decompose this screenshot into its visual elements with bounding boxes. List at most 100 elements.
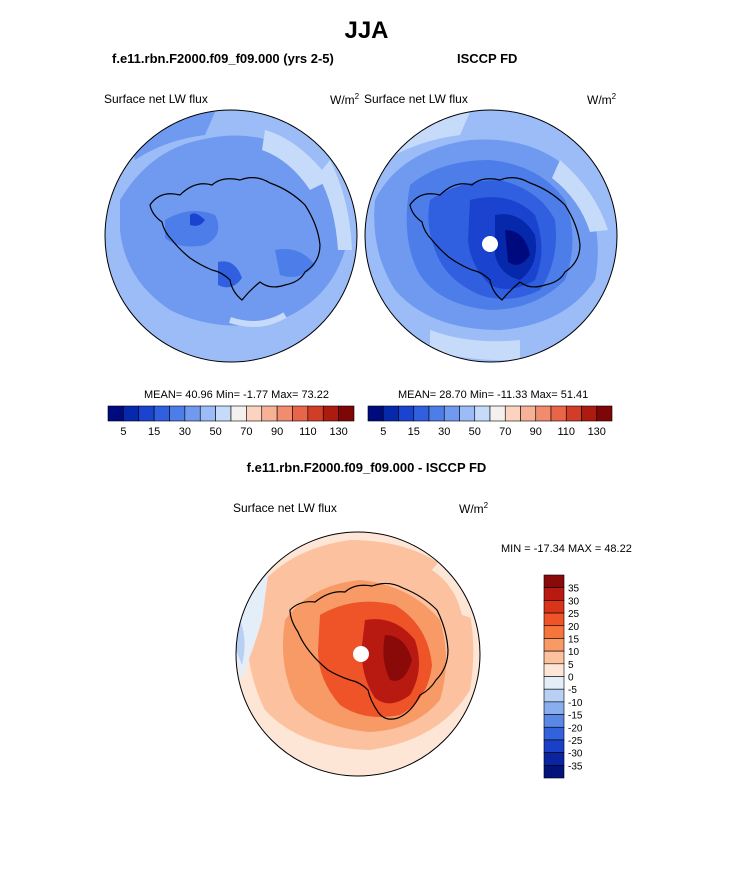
obs-map-border bbox=[364, 109, 618, 363]
model-colorbar-swatch bbox=[338, 405, 355, 422]
obs-colorbar-tick-label: 15 bbox=[408, 426, 420, 438]
diff-colorbar-swatch bbox=[543, 714, 565, 728]
diff-pole-mask bbox=[353, 646, 369, 662]
diff-colorbar-tick-label: 15 bbox=[568, 634, 580, 645]
obs-colorbar-swatch bbox=[535, 405, 552, 422]
model-colorbar-tick-label: 15 bbox=[148, 426, 160, 438]
diff-panel-title: f.e11.rbn.F2000.f09_f09.000 - ISCCP FD bbox=[246, 460, 487, 475]
obs-variable-label: Surface net LW flux bbox=[364, 92, 468, 106]
diff-colorbar-tick-label: -5 bbox=[568, 685, 577, 696]
obs-colorbar-swatch bbox=[382, 405, 399, 422]
obs-colorbar-tick-label: 130 bbox=[588, 426, 606, 438]
obs-colorbar-swatch bbox=[520, 405, 537, 422]
model-coastline bbox=[149, 177, 321, 301]
obs-colorbar-swatch bbox=[367, 405, 384, 422]
diff-colorbar-tick-label: -35 bbox=[568, 761, 583, 772]
diff-colorbar-tick-label: -20 bbox=[568, 723, 583, 734]
obs-colorbar-swatch bbox=[443, 405, 460, 422]
diff-colorbar-tick-label: 0 bbox=[568, 673, 574, 684]
diff-coastline bbox=[289, 582, 449, 720]
diff-colorbar-swatch bbox=[543, 752, 565, 766]
model-colorbar-swatch bbox=[246, 405, 263, 422]
model-colorbar-swatch bbox=[107, 405, 124, 422]
obs-colorbar-tick-label: 30 bbox=[438, 426, 450, 438]
obs-colorbar-swatch bbox=[413, 405, 430, 422]
obs-colorbar-swatch bbox=[565, 405, 582, 422]
obs-map bbox=[365, 110, 617, 362]
diff-variable-label: Surface net LW flux bbox=[233, 501, 337, 515]
diff-stats: MIN = -17.34 MAX = 48.22 bbox=[501, 543, 632, 555]
model-colorbar-tick-label: 5 bbox=[120, 426, 126, 438]
obs-colorbar-swatch bbox=[474, 405, 491, 422]
model-map-border bbox=[104, 109, 358, 363]
model-colorbar-tick-label: 50 bbox=[210, 426, 222, 438]
diff-colorbar-tick-label: -15 bbox=[568, 711, 583, 722]
obs-colorbar-tick-label: 50 bbox=[469, 426, 481, 438]
diff-colorbar-swatch bbox=[543, 739, 565, 753]
model-colorbar-swatch bbox=[123, 405, 140, 422]
obs-colorbar: 5 15 30 50 70 90 110 130 bbox=[367, 405, 613, 438]
diff-colorbar-tick-label: -30 bbox=[568, 749, 583, 760]
model-colorbar-swatch bbox=[153, 405, 170, 422]
diff-colorbar-swatch bbox=[543, 726, 565, 741]
main-title: JJA bbox=[344, 17, 389, 44]
diff-colorbar-swatch bbox=[543, 612, 565, 627]
obs-panel-title: ISCCP FD bbox=[457, 51, 518, 66]
diff-colorbar-tick-label: 30 bbox=[568, 596, 580, 607]
diff-colorbar-swatch bbox=[543, 625, 565, 639]
obs-colorbar-swatch bbox=[489, 405, 506, 422]
obs-colorbar-tick-label: 110 bbox=[557, 426, 575, 438]
model-map bbox=[105, 110, 357, 362]
model-colorbar-swatch bbox=[292, 405, 309, 422]
obs-coastline bbox=[409, 177, 581, 301]
model-colorbar-swatch bbox=[307, 405, 324, 422]
obs-colorbar-swatch bbox=[459, 405, 476, 422]
obs-colorbar-tick-label: 90 bbox=[530, 426, 542, 438]
model-colorbar-swatch bbox=[261, 405, 278, 422]
model-colorbar-tick-label: 110 bbox=[299, 426, 317, 438]
obs-pole-mask bbox=[482, 236, 498, 252]
model-stats: MEAN= 40.96 Min= -1.77 Max= 73.22 bbox=[144, 389, 329, 401]
obs-colorbar-swatch bbox=[504, 405, 521, 422]
diff-colorbar-tick-label: 10 bbox=[568, 647, 580, 658]
model-colorbar: 5 15 30 50 70 90 110 130 bbox=[107, 405, 355, 438]
model-colorbar-swatch bbox=[230, 405, 247, 422]
diff-colorbar-tick-label: -10 bbox=[568, 698, 583, 709]
diff-colorbar-swatch bbox=[543, 676, 565, 690]
diff-colorbar-swatch bbox=[543, 600, 565, 614]
model-colorbar-swatch bbox=[199, 405, 216, 422]
diff-colorbar-swatch bbox=[543, 650, 565, 665]
model-colorbar-tick-label: 30 bbox=[179, 426, 191, 438]
diff-colorbar-swatch bbox=[543, 663, 565, 677]
diff-colorbar-swatch bbox=[543, 701, 565, 715]
model-units-label: W/m2 bbox=[330, 92, 360, 107]
diff-colorbar-tick-label: 20 bbox=[568, 622, 580, 633]
obs-colorbar-tick-label: 70 bbox=[499, 426, 511, 438]
obs-colorbar-tick-label: 5 bbox=[380, 426, 386, 438]
diff-colorbar-swatch bbox=[543, 587, 565, 601]
model-colorbar-tick-label: 130 bbox=[329, 426, 347, 438]
diff-colorbar-tick-label: 5 bbox=[568, 660, 574, 671]
model-variable-label: Surface net LW flux bbox=[104, 92, 208, 106]
model-colorbar-swatch bbox=[138, 405, 155, 422]
model-colorbar-tick-label: 70 bbox=[240, 426, 252, 438]
diff-colorbar-tick-label: -25 bbox=[568, 736, 583, 747]
model-colorbar-swatch bbox=[169, 405, 186, 422]
model-colorbar-swatch bbox=[184, 405, 201, 422]
obs-colorbar-swatch bbox=[596, 405, 613, 422]
obs-units-label: W/m2 bbox=[587, 92, 617, 107]
diff-units-label: W/m2 bbox=[459, 501, 489, 516]
model-panel-title: f.e11.rbn.F2000.f09_f09.000 (yrs 2-5) bbox=[112, 51, 334, 66]
obs-colorbar-swatch bbox=[428, 405, 445, 422]
model-colorbar-tick-label: 90 bbox=[271, 426, 283, 438]
diff-colorbar-swatch bbox=[543, 638, 565, 652]
diff-map-border bbox=[235, 531, 481, 777]
model-colorbar-swatch bbox=[276, 405, 293, 422]
diff-colorbar-swatch bbox=[543, 688, 565, 703]
obs-colorbar-swatch bbox=[550, 405, 567, 422]
diff-colorbar-tick-label: 35 bbox=[568, 584, 580, 595]
model-colorbar-swatch bbox=[322, 405, 339, 422]
obs-colorbar-swatch bbox=[581, 405, 598, 422]
